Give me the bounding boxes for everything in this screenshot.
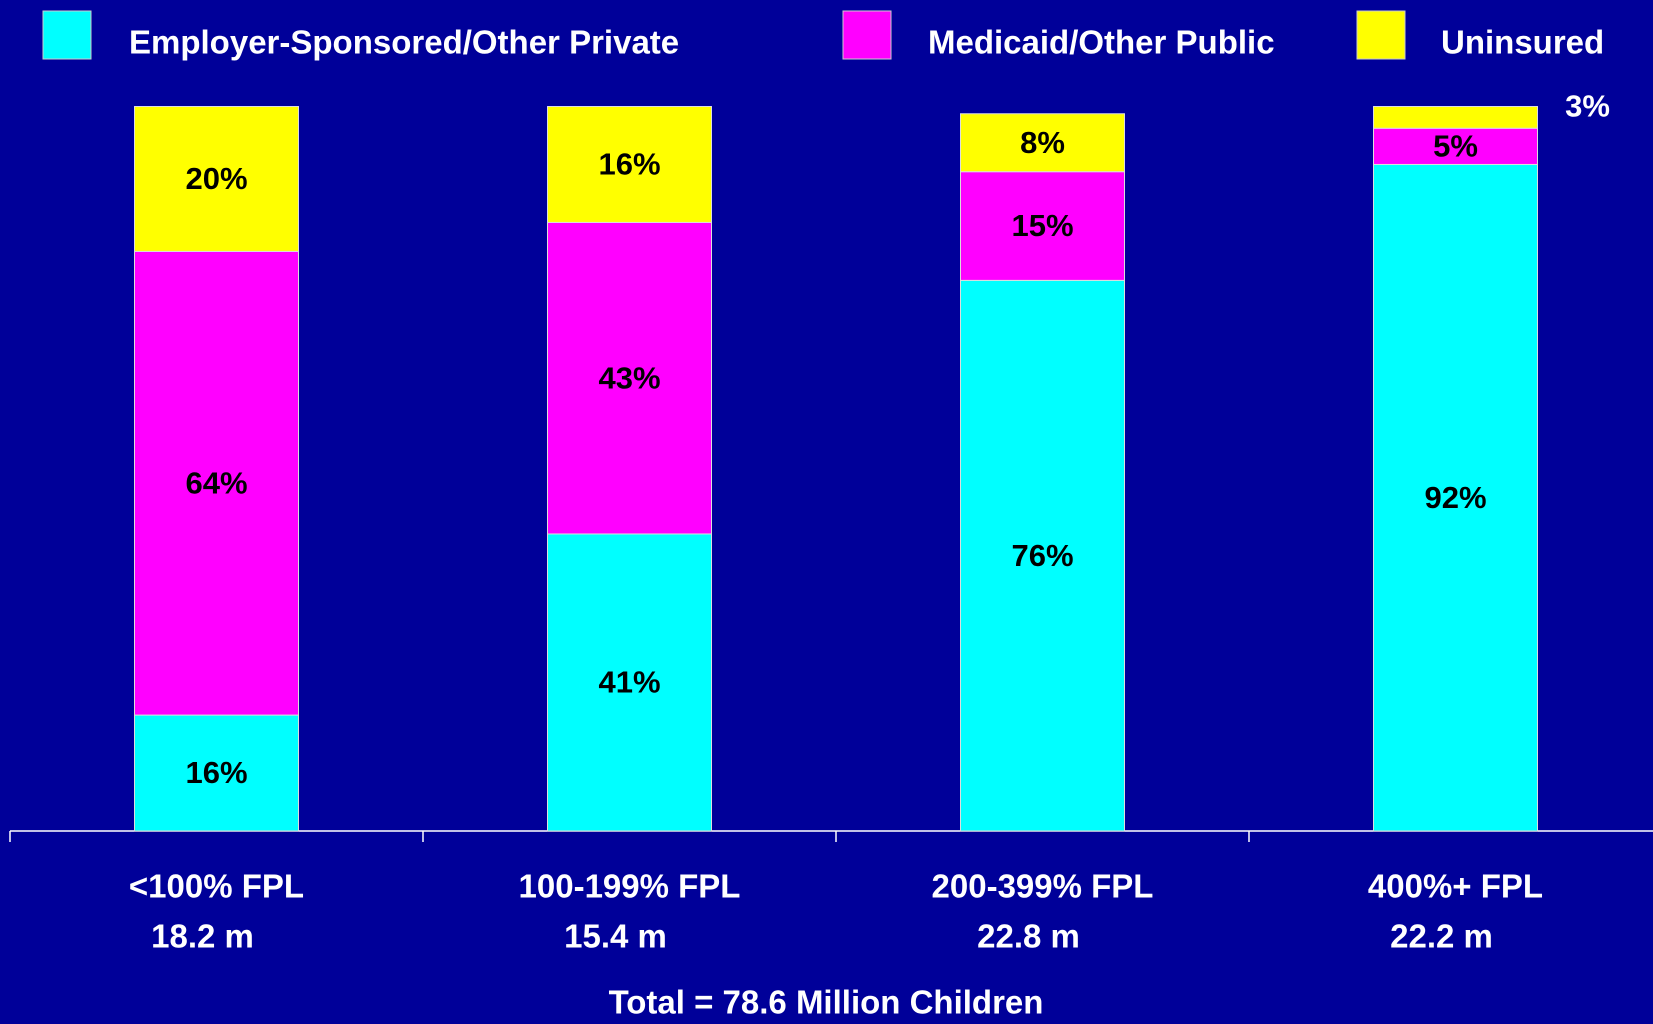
legend-label: Medicaid/Other Public	[928, 24, 1275, 61]
x-tick-label: 400%+ FPL	[1368, 868, 1543, 905]
bar-segment	[134, 250, 299, 716]
bar-segment	[960, 279, 1125, 832]
bar-segment	[134, 714, 299, 832]
data-label: 92%	[1424, 480, 1486, 515]
data-label: 16%	[185, 755, 247, 790]
x-tick-label: 100-199% FPL	[519, 868, 741, 905]
legend-swatch	[842, 10, 892, 60]
data-label: 41%	[598, 665, 660, 700]
data-label: 3%	[1565, 89, 1610, 124]
x-tick-sublabel: 22.2 m	[1390, 918, 1493, 955]
data-label: 20%	[185, 161, 247, 196]
data-label: 16%	[598, 147, 660, 182]
legend-swatch	[42, 10, 92, 60]
bar-segment	[547, 221, 712, 535]
bar-segment	[1373, 127, 1538, 165]
bar-segment	[960, 171, 1125, 281]
data-label: 5%	[1433, 129, 1478, 164]
x-tick-label: <100% FPL	[129, 868, 304, 905]
data-label: 8%	[1020, 125, 1065, 160]
legend-swatch	[1356, 10, 1406, 60]
legend-label: Employer-Sponsored/Other Private	[129, 24, 679, 61]
x-tick-sublabel: 15.4 m	[564, 918, 667, 955]
bar-segment	[1373, 106, 1538, 129]
data-label: 43%	[598, 360, 660, 395]
x-tick-label: 200-399% FPL	[932, 868, 1154, 905]
chart-note: Total = 78.6 Million Children	[609, 984, 1044, 1021]
bar-segment	[1373, 163, 1538, 832]
bar-segment	[960, 113, 1125, 173]
data-label: 76%	[1011, 538, 1073, 573]
x-tick-sublabel: 18.2 m	[151, 918, 254, 955]
x-tick-sublabel: 22.8 m	[977, 918, 1080, 955]
data-label: 15%	[1011, 208, 1073, 243]
bar-segment	[547, 106, 712, 223]
data-label: 64%	[185, 465, 247, 500]
bar-segment	[134, 106, 299, 252]
legend-label: Uninsured	[1441, 24, 1604, 61]
